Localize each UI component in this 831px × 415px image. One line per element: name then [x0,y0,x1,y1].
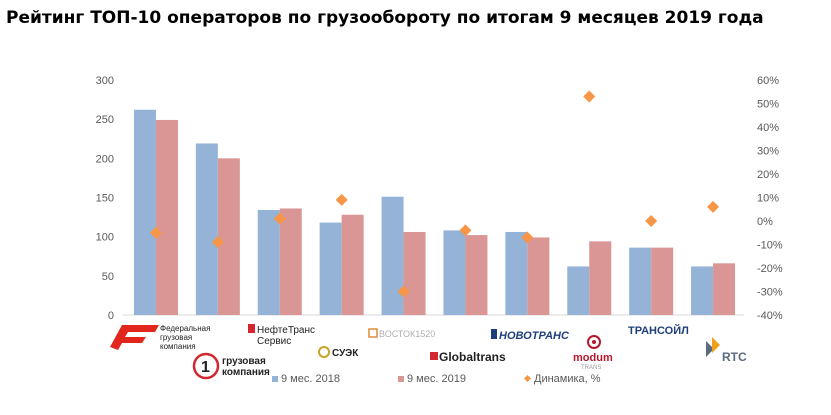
dynamics-marker [521,231,534,244]
bar-2019 [651,247,674,315]
logo-transoil-text: ТРАНСОЙЛ [628,324,689,337]
logo-rtc: RTC [706,337,747,364]
bar-2019 [217,158,240,315]
legend-swatch-2018 [272,376,278,382]
legend-label-2018: 9 мес. 2018 [281,373,340,385]
bar-2018 [691,266,714,315]
logo-globaltrans: Globaltrans [430,350,506,364]
logo-fgk-line1: Федеральная [160,324,210,333]
bar-2019 [341,214,364,315]
legend-label-dynamics: Динамика, % [534,373,601,385]
legend-label-2019: 9 мес. 2019 [407,373,466,385]
bar-2018 [381,196,404,315]
marker-marks [149,90,720,298]
logo-novotrans-text: НОВОТРАНС [499,330,570,342]
bar-2018 [257,210,280,315]
bar-marks [133,109,736,316]
logo-transoil: ТРАНСОЙЛ [628,324,689,337]
dynamics-marker [583,90,596,103]
logo-fgk-line3: компания [160,342,196,351]
bar-2018 [319,222,342,315]
dynamics-marker [273,212,286,225]
legend-swatch-dynamics [523,374,532,383]
logo-modum: modum TRANS [573,335,613,371]
left-tick-label: 150 [96,193,114,205]
bar-2018 [567,266,590,315]
right-tick-label: 60% [757,75,779,87]
dynamics-marker [149,226,162,239]
left-tick-label: 250 [96,114,114,126]
logo-globaltrans-text: Globaltrans [439,350,506,364]
logo-modum-sub: TRANS [581,365,601,371]
right-tick-label: -10% [757,240,783,252]
logo-pgk-line2: компания [222,367,270,378]
logo-pgk-digit: 1 [201,359,210,376]
dynamics-marker [211,236,224,249]
logo-nts-line2: Сервис [257,336,291,347]
logo-fgk-line2: грузовая [160,333,192,342]
logo-novotrans: НОВОТРАНС [491,329,570,342]
left-axis-ticks: 0 50 100 150 200 250 300 [96,75,114,322]
bar-2018 [133,109,156,316]
left-tick-label: 300 [96,75,114,87]
bar-2019 [403,231,426,315]
dynamics-marker [459,224,472,237]
bar-2018 [505,231,528,315]
right-tick-label: 40% [757,122,779,134]
logo-vostok-text: ВОСТОК1520 [379,329,435,339]
dynamics-marker [707,200,720,213]
right-tick-label: 20% [757,169,779,181]
dynamics-marker [645,215,658,227]
bar-2019 [465,235,488,315]
logo-pgk: 1 грузовая компания [192,352,270,380]
left-tick-label: 100 [96,232,114,244]
right-tick-label: 0% [757,216,773,228]
legend-item-2019: 9 мес. 2019 [398,373,466,385]
bar-2019 [589,241,612,315]
logo-modum-text: modum [573,352,613,364]
logo-suek: СУЭК [318,346,359,359]
right-tick-label: -40% [757,310,783,322]
left-tick-label: 200 [96,153,114,165]
left-tick-label: 50 [102,271,114,283]
bar-2018 [629,247,652,315]
chart-title: Рейтинг ТОП-10 операторов по грузооборот… [6,8,764,28]
dynamics-marker [397,285,410,298]
logo-nts-line1: НефтеТранс [257,324,315,336]
bar-2019 [279,208,302,315]
bar-2018 [443,230,466,315]
right-tick-label: 10% [757,193,779,205]
logo-pgk-line1: грузовая [222,356,266,367]
logo-nts: НефтеТранс Сервис [248,324,315,347]
legend-swatch-2019 [398,376,404,382]
dynamics-marker [335,193,348,206]
bar-2018 [195,143,218,315]
logo-vostok: ВОСТОК1520 [368,328,435,339]
bar-2019 [155,119,178,315]
bar-2019 [527,237,550,315]
logo-fgk: Федеральная грузовая компания [110,324,210,351]
right-axis-ticks: -40% -30% -20% -10% 0% 10% 20% 30% 40% 50% 60% [757,75,783,322]
legend: 9 мес. 2018 9 мес. 2019 Динамика, % [272,373,601,385]
right-tick-label: 30% [757,146,779,158]
right-tick-label: 50% [757,99,779,111]
logo-suek-text: СУЭК [332,348,359,359]
left-tick-label: 0 [108,310,114,322]
legend-item-2018: 9 мес. 2018 [272,373,340,385]
logo-rtc-text: RTC [722,350,747,364]
right-tick-label: -20% [757,263,783,275]
bar-2019 [713,263,736,315]
right-tick-label: -30% [757,287,783,299]
legend-item-dynamics: Динамика, % [523,373,601,385]
